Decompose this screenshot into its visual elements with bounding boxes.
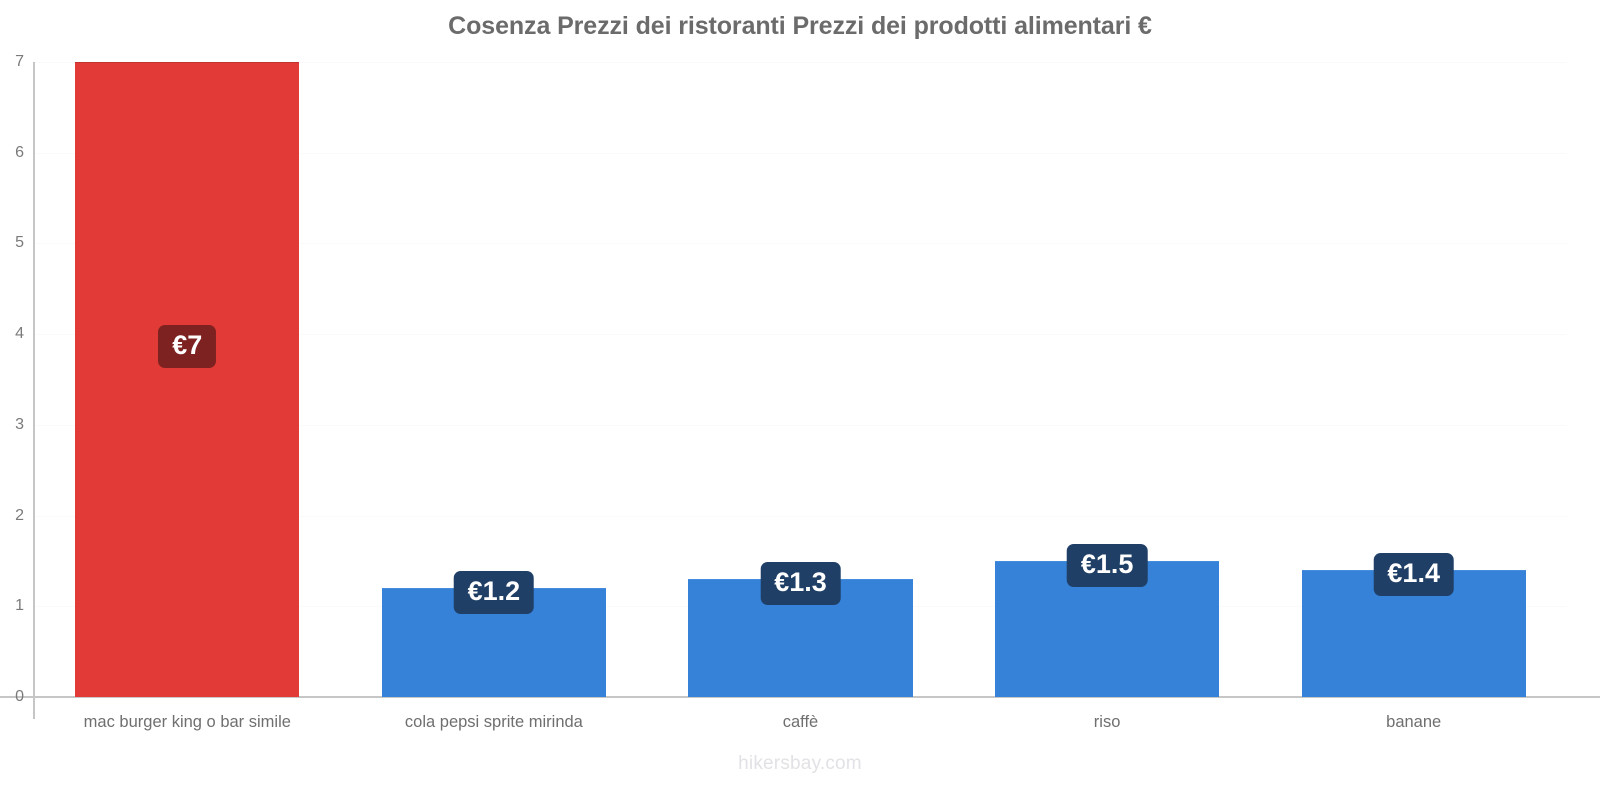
bar-value-label: €1.2 xyxy=(453,571,535,615)
footer-credit: hikersbay.com xyxy=(738,753,862,774)
y-axis-tick-label: 4 xyxy=(15,325,24,343)
y-axis-tick-label: 6 xyxy=(15,143,24,161)
bar[interactable] xyxy=(75,62,300,697)
bar-value-label: €1.4 xyxy=(1373,553,1454,596)
bar-top-edge xyxy=(75,62,300,63)
y-axis-line xyxy=(33,62,35,699)
y-axis-tick-label: 0 xyxy=(15,688,24,705)
gridline xyxy=(34,243,1567,245)
x-axis-category-label: banane xyxy=(1386,713,1442,731)
y-axis-tick-label: 1 xyxy=(15,597,24,615)
y-axis-tick-label: 2 xyxy=(15,506,24,524)
y-axis-origin-tick xyxy=(33,697,35,719)
x-axis-line xyxy=(0,696,1600,698)
x-axis-category-label: mac burger king o bar simile xyxy=(83,713,291,731)
x-axis-category-label: cola pepsi sprite mirinda xyxy=(404,713,583,731)
gridline xyxy=(34,424,1567,426)
bar-value-label: €1.3 xyxy=(760,562,841,606)
y-axis-tick-label: 5 xyxy=(15,234,24,252)
x-axis-category-label: riso xyxy=(1093,713,1121,731)
gridline xyxy=(34,62,1567,63)
bar-value-label: €1.5 xyxy=(1066,543,1148,587)
gridline xyxy=(34,334,1567,336)
bar-value-label: €7 xyxy=(158,325,217,368)
gridline xyxy=(34,152,1567,154)
chart-title: Cosenza Prezzi dei ristoranti Prezzi dei… xyxy=(448,12,1152,40)
y-axis-tick-label: 3 xyxy=(15,415,24,433)
x-axis-category-label: caffè xyxy=(782,713,819,731)
y-axis-tick-label: 7 xyxy=(15,53,24,70)
gridline xyxy=(34,515,1567,517)
